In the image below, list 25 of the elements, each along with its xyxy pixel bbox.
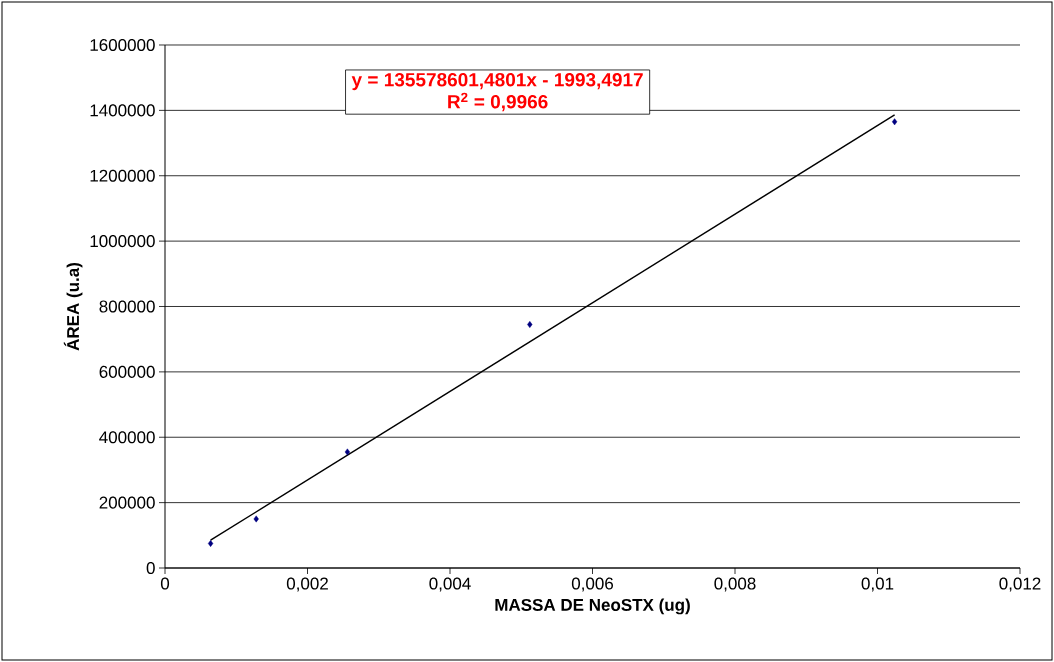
y-axis-title: ÁREA (u.a)	[63, 262, 83, 351]
y-tick-label: 400000	[99, 431, 155, 444]
x-tick-label: 0,004	[429, 577, 471, 592]
point	[527, 321, 533, 328]
x-tick-label: 0,008	[714, 577, 756, 592]
y-tick-label: 1000000	[90, 235, 155, 248]
point	[208, 540, 214, 547]
y-tick-label: 0	[146, 561, 155, 575]
y-tick-label: 1200000	[90, 169, 155, 182]
y-tick-label: 200000	[99, 496, 155, 509]
point	[253, 515, 259, 523]
x-tick-label: 0,01	[861, 577, 894, 592]
x-axis-title: MASSA DE NeoSTX (ug)	[495, 598, 690, 615]
x-tick-label: 0,012	[999, 577, 1041, 592]
x-tick-label: 0,006	[571, 577, 614, 592]
point	[892, 118, 898, 126]
y-tick-label: 1400000	[90, 104, 155, 117]
point	[344, 448, 350, 456]
y-tick-label: 800000	[99, 300, 155, 313]
annotation: R$^{2}$ = 0,9966	[448, 92, 548, 112]
x-tick-label: 0,002	[286, 577, 328, 592]
x-tick-label: 0	[160, 577, 170, 590]
y-tick-label: 600000	[99, 365, 155, 378]
annotation: y = 135578601,4801x - 1993,4917	[351, 72, 643, 91]
y-tick-label: 1600000	[90, 38, 155, 52]
